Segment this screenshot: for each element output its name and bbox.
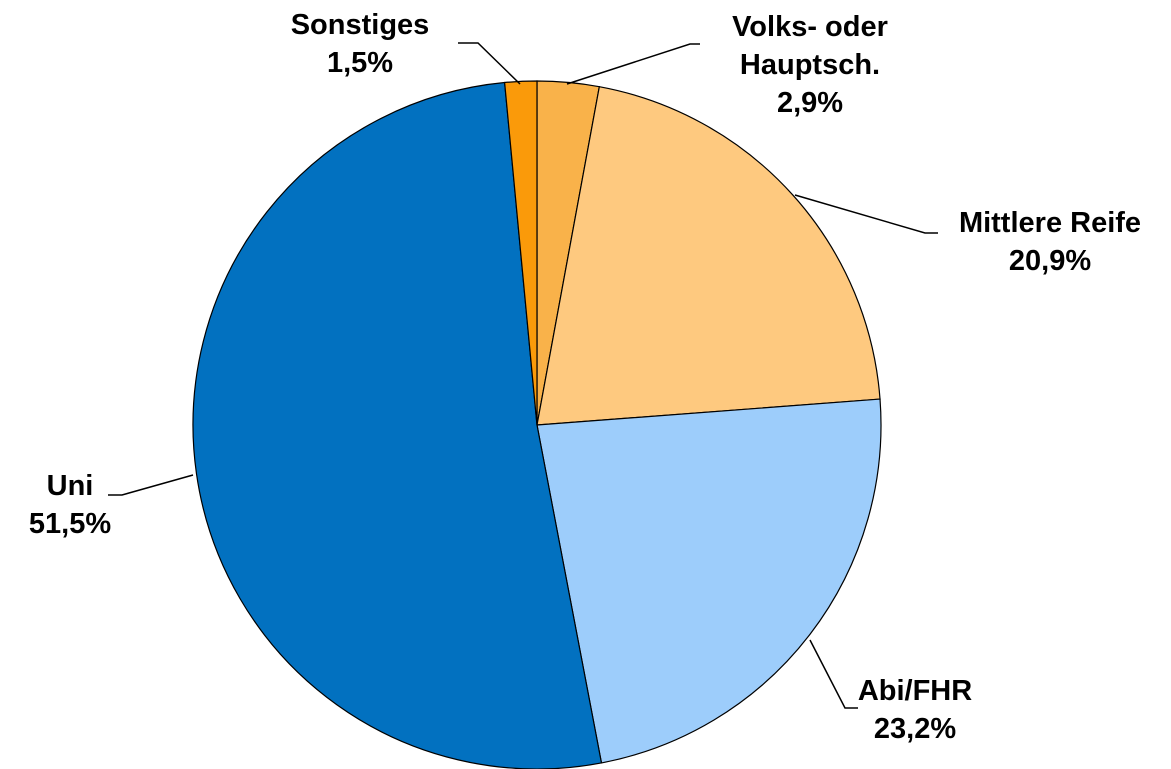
category-label: Sonstiges xyxy=(290,9,430,41)
value-label: 20,9% xyxy=(1008,245,1092,277)
pie-slice xyxy=(536,398,882,764)
category-label: Volks- oder Hauptsch. xyxy=(732,11,888,81)
leader-line xyxy=(458,42,521,85)
slice-label: Volks- oder Hauptsch. 2,9% xyxy=(690,8,930,122)
slice-label: Sonstiges 1,5% xyxy=(270,6,450,82)
category-label: Mittlere Reife xyxy=(958,207,1142,239)
slice-label: Uni 51,5% xyxy=(0,467,140,543)
pie-slice xyxy=(192,81,603,769)
leader-line xyxy=(794,194,938,234)
slice-label: Abi/FHR 23,2% xyxy=(835,672,995,748)
value-label: 51,5% xyxy=(28,508,112,540)
value-label: 2,9% xyxy=(776,87,844,119)
pie-slice xyxy=(503,80,538,426)
category-label: Uni xyxy=(46,470,94,502)
pie-slice xyxy=(536,85,881,426)
slice-label: Mittlere Reife 20,9% xyxy=(930,204,1170,280)
leader-line xyxy=(809,639,858,709)
leader-line xyxy=(566,43,700,85)
category-label: Abi/FHR xyxy=(857,675,973,707)
value-label: 23,2% xyxy=(873,713,957,745)
leader-line xyxy=(108,474,194,496)
value-label: 1,5% xyxy=(326,47,394,79)
